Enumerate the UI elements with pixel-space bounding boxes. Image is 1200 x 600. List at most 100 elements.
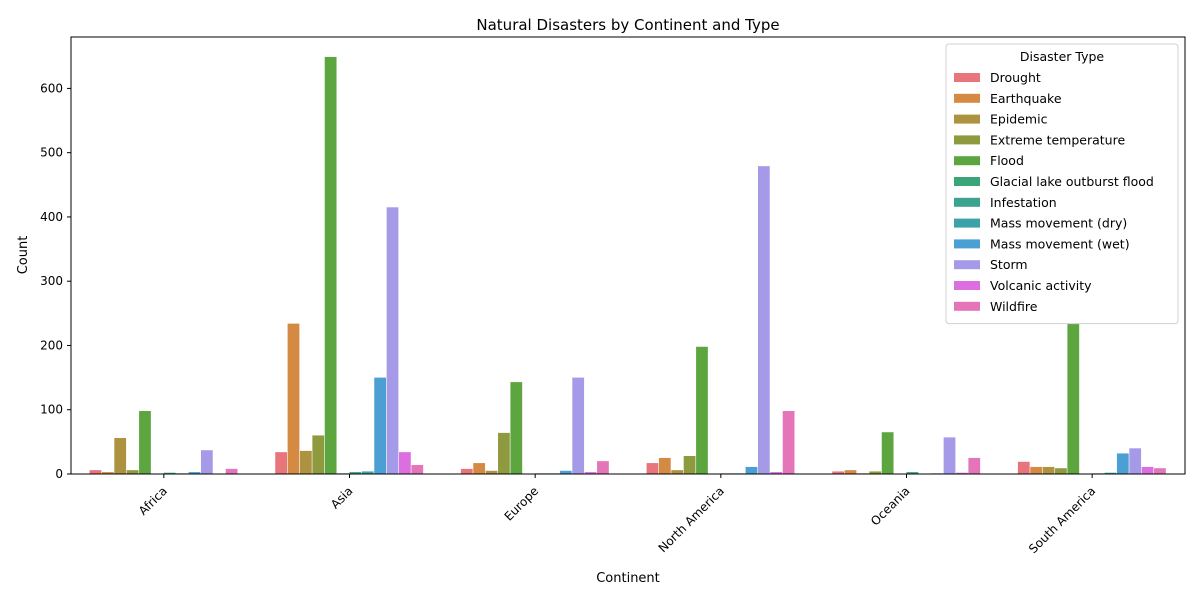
- bar: [956, 472, 968, 474]
- legend-label: Flood: [990, 153, 1024, 168]
- bar: [163, 472, 176, 474]
- legend-swatch: [954, 301, 980, 311]
- legend-label: Extreme temperature: [990, 132, 1125, 147]
- bar: [139, 411, 151, 474]
- bar: [1141, 466, 1154, 474]
- x-tick-label: Europe: [502, 484, 542, 524]
- bar: [126, 470, 139, 474]
- legend-title: Disaster Type: [1020, 49, 1105, 64]
- plot-frame: [70, 36, 1186, 475]
- bar: [1154, 468, 1166, 474]
- bar: [696, 346, 708, 474]
- bar: [361, 471, 374, 474]
- bar: [844, 470, 857, 474]
- bar: [770, 472, 783, 474]
- bar: [411, 465, 424, 474]
- bar: [101, 472, 114, 474]
- legend-swatch: [954, 93, 980, 103]
- legend-swatch: [954, 135, 980, 145]
- legend-swatch: [954, 197, 980, 207]
- x-tick-label: South America: [1026, 484, 1098, 556]
- bar: [1055, 468, 1067, 474]
- bar: [559, 470, 572, 474]
- legend-label: Epidemic: [990, 112, 1048, 127]
- y-axis-label: Count: [16, 236, 31, 275]
- bar: [1017, 461, 1030, 474]
- bar: [114, 438, 127, 474]
- y-tick-label: 300: [40, 274, 63, 288]
- bar: [881, 432, 894, 474]
- legend-swatch: [954, 239, 980, 249]
- x-tick-label: Africa: [136, 484, 170, 518]
- bar: [658, 457, 671, 474]
- bar: [349, 472, 362, 474]
- bar: [225, 468, 238, 474]
- bar: [89, 470, 102, 474]
- y-tick-label: 400: [40, 210, 63, 224]
- bar: [745, 466, 758, 474]
- bar: [275, 452, 288, 474]
- bar: [1116, 453, 1129, 474]
- bar: [1104, 472, 1117, 474]
- bar: [757, 166, 770, 474]
- bar: [510, 382, 523, 474]
- bar: [1129, 448, 1142, 474]
- bar: [646, 463, 659, 474]
- legend-swatch: [954, 177, 980, 186]
- legend-label: Infestation: [990, 195, 1057, 210]
- legend-swatch: [954, 281, 980, 290]
- bar: [597, 461, 609, 474]
- bar: [671, 470, 684, 474]
- legend-swatch: [954, 260, 980, 270]
- bars: [89, 56, 1166, 475]
- bar: [572, 377, 585, 474]
- x-tick-label: Asia: [328, 484, 356, 512]
- bar: [200, 450, 213, 474]
- y-tick-label: 100: [40, 403, 63, 417]
- bar: [299, 450, 312, 474]
- bar: [832, 471, 845, 474]
- x-axis: Africa Asia Europe North America Oceania Sout…: [136, 474, 1098, 556]
- legend-label: Mass movement (dry): [990, 216, 1127, 231]
- y-tick-label: 0: [55, 467, 63, 481]
- bar: [968, 457, 981, 474]
- bar: [386, 207, 399, 475]
- legend-label: Drought: [990, 70, 1041, 85]
- bar: [399, 452, 411, 474]
- y-tick-label: 500: [40, 146, 63, 160]
- bar: [485, 470, 498, 474]
- bar: [312, 435, 325, 474]
- legend-label: Storm: [990, 257, 1028, 272]
- legend-label: Volcanic activity: [990, 278, 1092, 293]
- legend-swatch: [954, 114, 980, 124]
- bar: [498, 432, 510, 474]
- x-tick-label: Oceania: [868, 484, 913, 529]
- bar: [324, 56, 337, 474]
- bar: [782, 411, 795, 474]
- y-tick-label: 600: [40, 81, 63, 95]
- x-tick-label: North America: [656, 484, 727, 555]
- bar: [1042, 466, 1055, 474]
- bar: [374, 377, 387, 474]
- x-axis-label: Continent: [596, 571, 660, 586]
- bar: [869, 471, 882, 474]
- bar: [1030, 466, 1043, 474]
- bar: [460, 468, 473, 474]
- legend-swatch: [954, 218, 980, 228]
- bar: [188, 472, 201, 474]
- legend-swatch: [954, 73, 980, 82]
- legend-box: [945, 43, 1179, 325]
- legend-label: Earthquake: [990, 91, 1062, 106]
- bar: [906, 472, 919, 474]
- bar: [1067, 323, 1080, 474]
- bar: [584, 472, 597, 474]
- legend-label: Wildfire: [990, 299, 1038, 314]
- bar: [683, 456, 696, 474]
- bar: [943, 437, 956, 474]
- y-axis: 0 100 200 300 400 500 600: [40, 81, 71, 481]
- legend-label: Mass movement (wet): [990, 236, 1130, 251]
- legend: Disaster Type Drought Earthquake Epidemic Ex…: [945, 43, 1179, 325]
- legend-swatch: [954, 156, 980, 166]
- y-tick-label: 200: [40, 338, 63, 352]
